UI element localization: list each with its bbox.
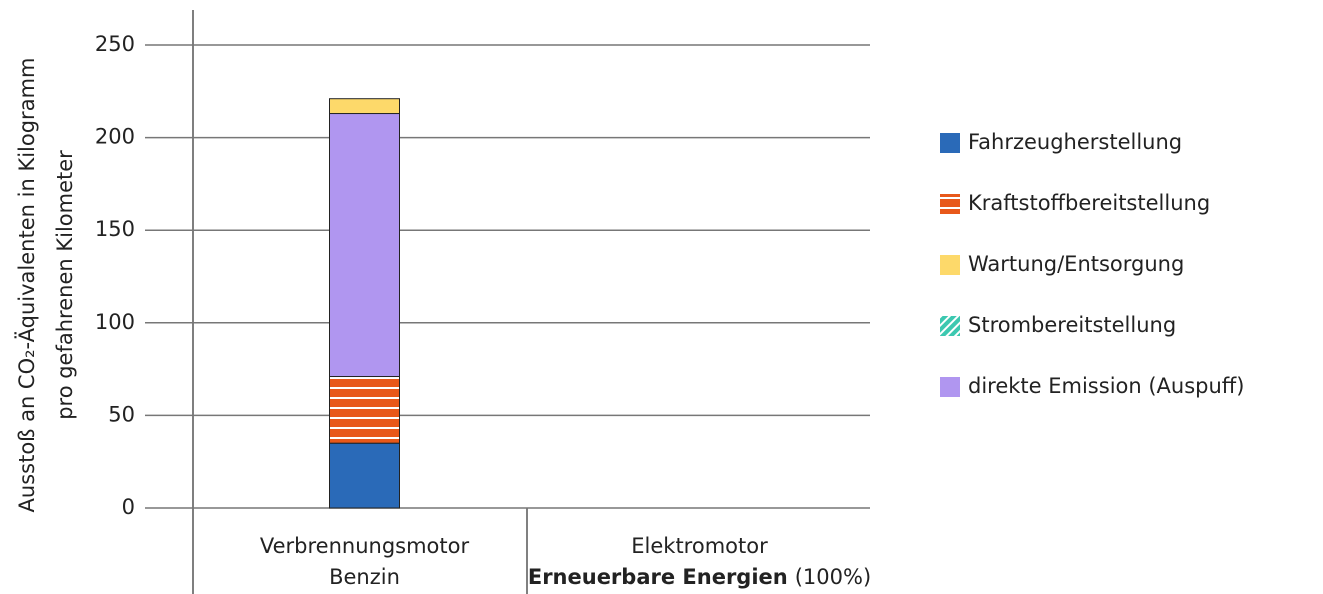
legend-label: Wartung/Entsorgung bbox=[968, 252, 1184, 276]
bar-segment bbox=[329, 113, 400, 378]
legend-swatch bbox=[940, 194, 960, 214]
x-tick-label: Elektromotor bbox=[631, 534, 768, 558]
x-tick-sublabel: Erneuerbare Energien (100%) bbox=[528, 565, 871, 589]
legend-label: Strombereitstellung bbox=[968, 313, 1176, 337]
legend-swatch bbox=[940, 255, 960, 275]
y-tick-label: 150 bbox=[95, 217, 135, 241]
bar-segment bbox=[329, 98, 400, 115]
legend-swatch bbox=[940, 377, 960, 397]
legend-label: Fahrzeugherstellung bbox=[968, 130, 1182, 154]
y-tick-label: 200 bbox=[95, 125, 135, 149]
legend-label: Kraftstoffbereitstellung bbox=[968, 191, 1210, 215]
y-axis-label: pro gefahrenen Kilometer bbox=[53, 150, 77, 420]
legend-label: direkte Emission (Auspuff) bbox=[968, 374, 1244, 398]
y-tick-label: 250 bbox=[95, 32, 135, 56]
bar-segment bbox=[329, 376, 400, 444]
y-axis-label: Ausstoß an CO₂-Äquivalenten in Kilogramm bbox=[14, 58, 39, 513]
y-tick-label: 0 bbox=[122, 495, 135, 519]
x-tick-sublabel: Benzin bbox=[329, 565, 400, 589]
x-tick-sublabel-part: Benzin bbox=[329, 565, 400, 589]
y-tick-label: 50 bbox=[108, 402, 135, 426]
y-tick-label: 100 bbox=[95, 310, 135, 334]
x-tick-label: Verbrennungsmotor bbox=[260, 534, 470, 558]
x-tick-sublabel-part: Erneuerbare Energien bbox=[528, 565, 788, 589]
legend-swatch bbox=[940, 316, 960, 336]
legend-swatch bbox=[940, 133, 960, 153]
x-tick-sublabel-part: (100%) bbox=[795, 565, 871, 589]
bar-segment bbox=[329, 442, 400, 509]
